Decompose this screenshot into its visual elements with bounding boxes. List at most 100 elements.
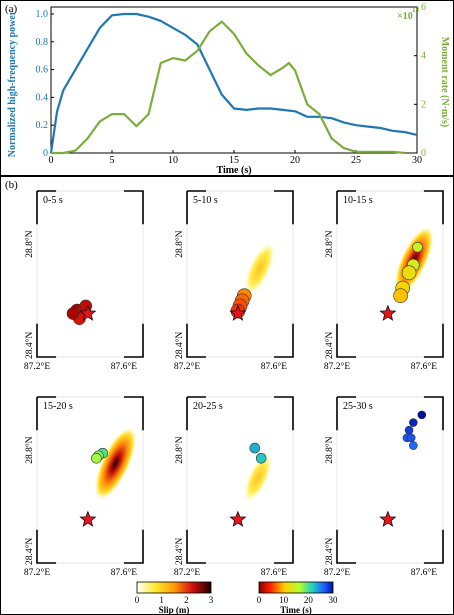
hf-source-point	[409, 441, 418, 450]
slip-patch	[243, 452, 273, 503]
lon-tick-label: 87.2°E	[324, 567, 350, 578]
time-window-label: 20-25 s	[193, 401, 223, 412]
time-colorbar-label: Time (s)	[280, 605, 312, 614]
x-tick-label: 0	[49, 155, 54, 166]
lon-tick-label: 87.2°E	[324, 361, 350, 372]
y-left-tick-label: 0.6	[36, 65, 49, 76]
panel-b: (b) 0-5 s 87.2°E 87.6°E 28.8°N 28.4°N 5-10 s 8…	[0, 176, 454, 615]
time-window-label: 10-15 s	[343, 195, 373, 206]
lat-tick-label: 28.4°N	[324, 538, 335, 565]
x-tick-label: 20	[290, 155, 300, 166]
map-frame	[186, 396, 294, 564]
slip-colorbar-tick: 0	[135, 595, 140, 605]
time-colorbar-tick: 10	[279, 595, 289, 605]
hf-source-point	[417, 410, 427, 420]
hf-source-point	[406, 433, 416, 443]
x-tick-label: 10	[168, 155, 178, 166]
map-background	[186, 190, 294, 358]
time-window-label: 25-30 s	[343, 401, 373, 412]
x-tick-label: 30	[412, 155, 422, 166]
lat-tick-label: 28.8°N	[324, 436, 335, 463]
lon-tick-label: 87.6°E	[111, 361, 137, 372]
time-window-label: 15-20 s	[43, 401, 73, 412]
epicenter-star	[379, 510, 397, 527]
lat-tick-label: 28.8°N	[24, 230, 35, 257]
time-colorbar-tick: 20	[304, 595, 314, 605]
slip-colorbar-bar	[136, 581, 212, 594]
y-right-tick-label: 0	[421, 148, 426, 159]
lon-tick-label: 87.2°E	[24, 567, 50, 578]
map-frame	[336, 190, 444, 358]
hf-source-point	[249, 442, 261, 454]
time-colorbar: 0 10 20 30 Time (s)	[257, 581, 339, 614]
lon-tick-label: 87.6°E	[261, 567, 287, 578]
panel-b-label: (b)	[5, 179, 18, 191]
lat-tick-label: 28.4°N	[24, 332, 35, 359]
y-right-tick-label: 6	[421, 2, 426, 13]
time-colorbar-bar	[258, 581, 334, 594]
lat-tick-label: 28.8°N	[324, 230, 335, 257]
map-frame	[186, 190, 294, 358]
time-window-label: 0-5 s	[43, 195, 63, 206]
lat-tick-label: 28.4°N	[324, 332, 335, 359]
epicenter-star	[229, 304, 247, 321]
lon-tick-label: 87.2°E	[174, 567, 200, 578]
y-left-tick-label: 0.2	[36, 120, 49, 131]
y-left-axis-label: Normalized high-frequency power	[7, 10, 18, 157]
map-panel: 10-15 s 87.2°E 87.6°E 28.8°N 28.4°N	[324, 190, 444, 372]
lon-tick-label: 87.6°E	[261, 361, 287, 372]
slip-maps: 0-5 s 87.2°E 87.6°E 28.8°N 28.4°N 5-10 s 87.2°…	[24, 190, 444, 614]
slip-colorbar-tick: 1	[159, 595, 164, 605]
hf-source-point	[412, 241, 423, 253]
slip-colorbar: 0 1 2 3 Slip (m)	[135, 581, 214, 614]
map-background	[336, 396, 444, 564]
panel-a-label: (a)	[5, 3, 18, 15]
slip-patch	[94, 426, 137, 501]
hf-source-point	[66, 307, 80, 320]
lon-tick-label: 87.2°E	[24, 361, 50, 372]
map-background	[186, 396, 294, 564]
map-background	[36, 190, 144, 358]
hf-source-point	[255, 452, 267, 464]
hf-source-point	[409, 418, 418, 427]
plot-area	[50, 6, 418, 154]
epicenter-star	[379, 304, 397, 321]
lon-tick-label: 87.6°E	[411, 567, 437, 578]
map-frame	[336, 396, 444, 564]
lon-tick-label: 87.6°E	[411, 361, 437, 372]
lat-tick-label: 28.4°N	[24, 538, 35, 565]
time-colorbar-tick: 30	[329, 595, 339, 605]
map-background	[36, 396, 144, 564]
y-right-multiplier: ×10	[397, 11, 413, 22]
lat-tick-label: 28.8°N	[24, 436, 35, 463]
y-right-tick-label: 4	[421, 51, 426, 62]
epicenter-star	[79, 510, 97, 527]
panel-a: (a) 0 5 10 15 20 25 30 Time (s) 0 0.2 0.4 0.6 0.8 1.0…	[0, 0, 454, 176]
x-axis-label: Time (s)	[216, 165, 251, 175]
y-left-tick-label: 0	[43, 148, 48, 159]
hf-power-line	[49, 12, 418, 154]
map-panel: 15-20 s 87.2°E 87.6°E 28.8°N 28.4°N	[24, 396, 144, 578]
moment-rate-line	[51, 20, 405, 155]
y-right-axis-label: Moment rate (N·m/s)	[439, 37, 450, 128]
slip-patch	[243, 240, 276, 297]
y-left-tick-label: 1.0	[36, 9, 49, 20]
lat-tick-label: 28.4°N	[174, 538, 185, 565]
time-window-label: 5-10 s	[193, 195, 218, 206]
map-panel: 20-25 s 87.2°E 87.6°E 28.8°N 28.4°N	[174, 396, 294, 578]
lat-tick-label: 28.8°N	[174, 436, 185, 463]
map-background	[336, 190, 444, 358]
y-right-exponent: 18	[412, 6, 420, 14]
slip-colorbar-label: Slip (m)	[159, 605, 190, 614]
map-panel: 5-10 s 87.2°E 87.6°E 28.8°N 28.4°N	[174, 190, 294, 372]
y-left-tick-label: 0.4	[36, 92, 49, 103]
hf-source-point	[91, 452, 102, 464]
x-tick-label: 25	[351, 155, 361, 166]
epicenter-star	[79, 304, 97, 321]
map-panel: 0-5 s 87.2°E 87.6°E 28.8°N 28.4°N	[24, 190, 144, 372]
map-frame	[36, 396, 144, 564]
lat-tick-label: 28.8°N	[174, 230, 185, 257]
slip-colorbar-tick: 3	[209, 595, 214, 605]
hf-source-point	[393, 288, 408, 304]
